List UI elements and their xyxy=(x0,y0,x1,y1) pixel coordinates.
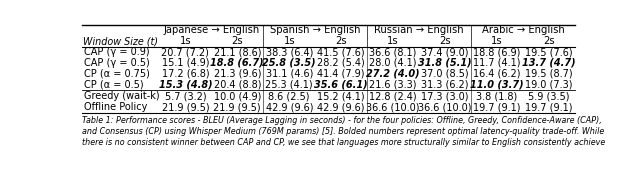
Text: Russian → English: Russian → English xyxy=(374,25,464,35)
Text: 2s: 2s xyxy=(439,36,451,46)
Text: 13.7 (4.7): 13.7 (4.7) xyxy=(522,58,576,68)
Text: 31.1 (4.6): 31.1 (4.6) xyxy=(266,69,313,79)
Text: 3.8 (1.8): 3.8 (1.8) xyxy=(476,91,518,101)
Text: 19.5 (7.6): 19.5 (7.6) xyxy=(525,47,573,57)
Text: 5.9 (3.5): 5.9 (3.5) xyxy=(528,91,570,101)
Text: 31.3 (6.2): 31.3 (6.2) xyxy=(421,80,469,90)
Text: 42.9 (9.6): 42.9 (9.6) xyxy=(266,102,313,112)
Text: 21.1 (8.6): 21.1 (8.6) xyxy=(214,47,261,57)
Text: 37.0 (8.5): 37.0 (8.5) xyxy=(421,69,469,79)
Text: 28.2 (5.4): 28.2 (5.4) xyxy=(317,58,365,68)
Text: 16.4 (6.2): 16.4 (6.2) xyxy=(474,69,521,79)
Text: Spanish → English: Spanish → English xyxy=(270,25,360,35)
Text: 28.0 (4.1): 28.0 (4.1) xyxy=(369,58,417,68)
Text: 18.8 (6.9): 18.8 (6.9) xyxy=(474,47,521,57)
Text: 20.7 (7.2): 20.7 (7.2) xyxy=(161,47,209,57)
Text: CP (α = 0.5): CP (α = 0.5) xyxy=(84,80,144,90)
Text: 15.1 (4.9): 15.1 (4.9) xyxy=(161,58,209,68)
Text: 1s: 1s xyxy=(492,36,503,46)
Text: Offline Policy: Offline Policy xyxy=(84,102,148,112)
Text: 31.8 (5.1): 31.8 (5.1) xyxy=(419,58,472,68)
Text: 25.3 (4.1): 25.3 (4.1) xyxy=(266,80,313,90)
Text: 11.0 (3.7): 11.0 (3.7) xyxy=(470,80,524,90)
Text: 19.7 (9.1): 19.7 (9.1) xyxy=(525,102,573,112)
Text: 21.3 (9.6): 21.3 (9.6) xyxy=(214,69,261,79)
Text: 1s: 1s xyxy=(387,36,399,46)
Text: 42.9 (9.6): 42.9 (9.6) xyxy=(317,102,365,112)
Text: 18.8 (6.7): 18.8 (6.7) xyxy=(211,58,264,68)
Text: 27.2 (4.0): 27.2 (4.0) xyxy=(366,69,420,79)
Text: 15.2 (4.1): 15.2 (4.1) xyxy=(317,91,365,101)
Text: 11.7 (4.1): 11.7 (4.1) xyxy=(474,58,521,68)
Text: 21.6 (3.3): 21.6 (3.3) xyxy=(369,80,417,90)
Text: 17.3 (3.0): 17.3 (3.0) xyxy=(421,91,469,101)
Text: Arabic → English: Arabic → English xyxy=(482,25,564,35)
Text: 8.6 (2.5): 8.6 (2.5) xyxy=(269,91,310,101)
Text: 19.0 (7.3): 19.0 (7.3) xyxy=(525,80,573,90)
Text: 17.2 (6.8): 17.2 (6.8) xyxy=(161,69,209,79)
Text: 1s: 1s xyxy=(284,36,295,46)
Text: 2s: 2s xyxy=(335,36,347,46)
Text: 36.6 (8.1): 36.6 (8.1) xyxy=(369,47,417,57)
Text: CAP (γ = 0.9): CAP (γ = 0.9) xyxy=(84,47,150,57)
Text: 35.6 (6.1): 35.6 (6.1) xyxy=(314,80,368,90)
Text: 5.7 (3.2): 5.7 (3.2) xyxy=(164,91,206,101)
Text: 19.7 (9.1): 19.7 (9.1) xyxy=(474,102,521,112)
Text: 2s: 2s xyxy=(232,36,243,46)
Text: 21.9 (9.5): 21.9 (9.5) xyxy=(161,102,209,112)
Text: 15.3 (4.8): 15.3 (4.8) xyxy=(159,80,212,90)
Text: CP (α = 0.75): CP (α = 0.75) xyxy=(84,69,150,79)
Text: 36.6 (10.0): 36.6 (10.0) xyxy=(419,102,472,112)
Text: Greedy (wait-k): Greedy (wait-k) xyxy=(84,91,160,101)
Text: 20.4 (8.8): 20.4 (8.8) xyxy=(214,80,261,90)
Text: 25.8 (3.5): 25.8 (3.5) xyxy=(262,58,316,68)
Text: Window Size (t): Window Size (t) xyxy=(83,36,159,46)
Text: 37.4 (9.0): 37.4 (9.0) xyxy=(421,47,469,57)
Text: 21.9 (9.5): 21.9 (9.5) xyxy=(214,102,261,112)
Text: 1s: 1s xyxy=(180,36,191,46)
Text: 2s: 2s xyxy=(543,36,555,46)
Text: Japanese → English: Japanese → English xyxy=(163,25,259,35)
Text: Table 1: Performance scores - BLEU (Average Lagging in seconds) - for the four p: Table 1: Performance scores - BLEU (Aver… xyxy=(83,116,605,147)
Text: 36.6 (10.0): 36.6 (10.0) xyxy=(367,102,420,112)
Text: 41.4 (7.9): 41.4 (7.9) xyxy=(317,69,365,79)
Text: 41.5 (7.6): 41.5 (7.6) xyxy=(317,47,365,57)
Text: 10.0 (4.9): 10.0 (4.9) xyxy=(214,91,261,101)
Text: 19.5 (8.7): 19.5 (8.7) xyxy=(525,69,573,79)
Text: 12.8 (2.4): 12.8 (2.4) xyxy=(369,91,417,101)
Text: CAP (γ = 0.5): CAP (γ = 0.5) xyxy=(84,58,150,68)
Text: 38.3 (6.4): 38.3 (6.4) xyxy=(266,47,313,57)
